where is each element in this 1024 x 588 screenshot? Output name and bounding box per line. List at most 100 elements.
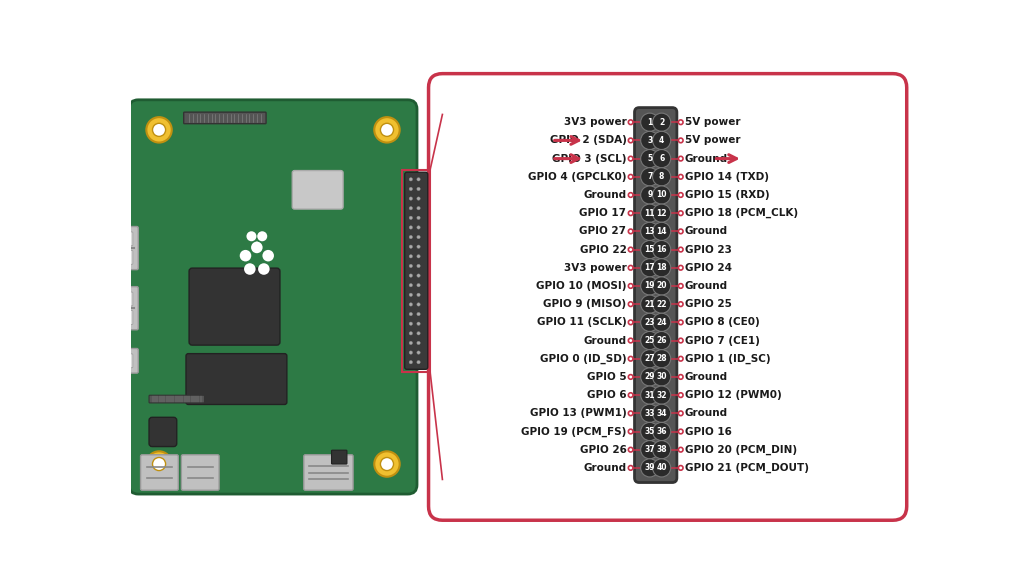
Circle shape bbox=[410, 283, 413, 287]
Circle shape bbox=[629, 302, 633, 306]
Text: 10: 10 bbox=[656, 191, 667, 199]
Circle shape bbox=[629, 447, 633, 452]
Text: GPIO 0 (ID_SD): GPIO 0 (ID_SD) bbox=[540, 353, 627, 364]
Text: 23: 23 bbox=[644, 318, 655, 327]
Circle shape bbox=[410, 303, 413, 306]
Circle shape bbox=[410, 312, 413, 316]
Text: GPIO 19 (PCM_FS): GPIO 19 (PCM_FS) bbox=[521, 426, 627, 437]
Circle shape bbox=[641, 240, 658, 259]
Circle shape bbox=[679, 175, 683, 179]
Circle shape bbox=[417, 274, 420, 278]
FancyBboxPatch shape bbox=[105, 292, 133, 306]
Circle shape bbox=[641, 113, 658, 131]
Text: 9: 9 bbox=[647, 191, 652, 199]
FancyBboxPatch shape bbox=[150, 395, 205, 403]
Circle shape bbox=[146, 452, 172, 477]
Circle shape bbox=[641, 149, 658, 168]
Circle shape bbox=[629, 356, 633, 361]
Text: GPIO 2 (SDA): GPIO 2 (SDA) bbox=[550, 135, 627, 145]
FancyBboxPatch shape bbox=[304, 455, 353, 490]
Circle shape bbox=[679, 229, 683, 233]
Text: 12: 12 bbox=[656, 209, 667, 218]
Circle shape bbox=[641, 350, 658, 368]
FancyBboxPatch shape bbox=[129, 100, 417, 494]
Text: GPIO 12 (PWM0): GPIO 12 (PWM0) bbox=[685, 390, 781, 400]
Circle shape bbox=[652, 277, 671, 295]
Circle shape bbox=[417, 255, 420, 258]
Circle shape bbox=[641, 204, 658, 222]
Circle shape bbox=[652, 404, 671, 422]
FancyBboxPatch shape bbox=[105, 232, 133, 246]
Text: 5V power: 5V power bbox=[685, 135, 740, 145]
Circle shape bbox=[679, 302, 683, 306]
Circle shape bbox=[262, 250, 274, 262]
Text: 5: 5 bbox=[647, 154, 652, 163]
Text: GPIO 13 (PWM1): GPIO 13 (PWM1) bbox=[529, 408, 627, 418]
FancyBboxPatch shape bbox=[332, 450, 347, 464]
Circle shape bbox=[153, 123, 166, 136]
Text: 19: 19 bbox=[644, 282, 655, 290]
Text: GPIO 16: GPIO 16 bbox=[685, 426, 732, 436]
Circle shape bbox=[629, 338, 633, 343]
Text: 13: 13 bbox=[644, 227, 655, 236]
Text: GPIO 23: GPIO 23 bbox=[685, 245, 732, 255]
Circle shape bbox=[254, 242, 260, 248]
Circle shape bbox=[652, 204, 671, 222]
Text: 31: 31 bbox=[644, 390, 655, 400]
Circle shape bbox=[641, 386, 658, 404]
Circle shape bbox=[417, 206, 420, 210]
Circle shape bbox=[247, 231, 256, 241]
Circle shape bbox=[641, 422, 658, 440]
Text: GPIO 20 (PCM_DIN): GPIO 20 (PCM_DIN) bbox=[685, 445, 797, 455]
FancyBboxPatch shape bbox=[105, 250, 133, 264]
Circle shape bbox=[641, 332, 658, 350]
FancyBboxPatch shape bbox=[99, 349, 138, 373]
Circle shape bbox=[629, 138, 633, 143]
FancyBboxPatch shape bbox=[150, 417, 177, 446]
Text: GPIO 5: GPIO 5 bbox=[587, 372, 627, 382]
Circle shape bbox=[410, 178, 413, 181]
FancyBboxPatch shape bbox=[105, 354, 133, 368]
Circle shape bbox=[652, 113, 671, 131]
Circle shape bbox=[410, 332, 413, 335]
Text: GPIO 6: GPIO 6 bbox=[587, 390, 627, 400]
Circle shape bbox=[417, 341, 420, 345]
Circle shape bbox=[410, 322, 413, 325]
FancyBboxPatch shape bbox=[186, 353, 287, 405]
Text: 1: 1 bbox=[647, 118, 652, 127]
Text: 15: 15 bbox=[644, 245, 655, 254]
Text: GPIO 17: GPIO 17 bbox=[580, 208, 627, 218]
FancyBboxPatch shape bbox=[181, 455, 219, 490]
Text: Ground: Ground bbox=[685, 408, 728, 418]
FancyBboxPatch shape bbox=[429, 74, 906, 520]
Text: Ground: Ground bbox=[584, 190, 627, 200]
FancyBboxPatch shape bbox=[105, 310, 133, 325]
Circle shape bbox=[679, 193, 683, 198]
Circle shape bbox=[679, 429, 683, 434]
Circle shape bbox=[641, 259, 658, 277]
Text: Ground: Ground bbox=[584, 463, 627, 473]
Circle shape bbox=[417, 322, 420, 325]
Circle shape bbox=[629, 211, 633, 215]
Circle shape bbox=[652, 459, 671, 477]
Text: GPIO 27: GPIO 27 bbox=[580, 226, 627, 236]
Circle shape bbox=[679, 356, 683, 361]
Text: GPIO 18 (PCM_CLK): GPIO 18 (PCM_CLK) bbox=[685, 208, 798, 218]
Circle shape bbox=[629, 375, 633, 379]
Circle shape bbox=[410, 197, 413, 201]
Circle shape bbox=[652, 386, 671, 404]
Circle shape bbox=[641, 295, 658, 313]
Circle shape bbox=[417, 332, 420, 335]
Text: 7: 7 bbox=[647, 172, 652, 181]
Circle shape bbox=[652, 222, 671, 240]
Circle shape bbox=[679, 211, 683, 215]
Circle shape bbox=[417, 216, 420, 219]
Circle shape bbox=[410, 235, 413, 239]
Circle shape bbox=[629, 411, 633, 416]
Text: 20: 20 bbox=[656, 282, 667, 290]
Text: 5V power: 5V power bbox=[685, 117, 740, 127]
Circle shape bbox=[652, 186, 671, 204]
Circle shape bbox=[374, 452, 399, 477]
FancyBboxPatch shape bbox=[99, 287, 138, 330]
FancyBboxPatch shape bbox=[140, 455, 178, 490]
